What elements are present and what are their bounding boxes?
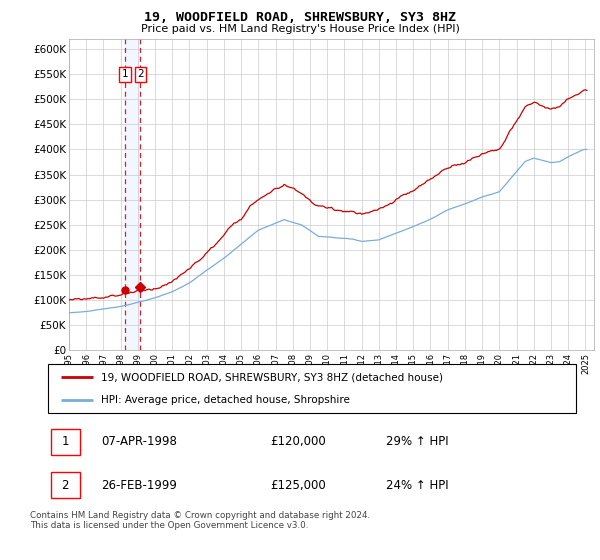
Text: 19, WOODFIELD ROAD, SHREWSBURY, SY3 8HZ: 19, WOODFIELD ROAD, SHREWSBURY, SY3 8HZ — [144, 11, 456, 24]
Text: 2: 2 — [61, 479, 69, 492]
Text: 2: 2 — [137, 69, 144, 80]
Text: 24% ↑ HPI: 24% ↑ HPI — [386, 479, 449, 492]
Text: Price paid vs. HM Land Registry's House Price Index (HPI): Price paid vs. HM Land Registry's House … — [140, 24, 460, 34]
Text: Contains HM Land Registry data © Crown copyright and database right 2024.
This d: Contains HM Land Registry data © Crown c… — [30, 511, 370, 530]
Text: 1: 1 — [61, 435, 69, 448]
Text: 1: 1 — [122, 69, 128, 80]
Text: 19, WOODFIELD ROAD, SHREWSBURY, SY3 8HZ (detached house): 19, WOODFIELD ROAD, SHREWSBURY, SY3 8HZ … — [101, 372, 443, 382]
Bar — [125, 39, 140, 350]
Bar — [50, 429, 80, 455]
Text: HPI: Average price, detached house, Shropshire: HPI: Average price, detached house, Shro… — [101, 395, 350, 405]
Text: 29% ↑ HPI: 29% ↑ HPI — [386, 435, 449, 448]
Bar — [50, 472, 80, 498]
Text: 07-APR-1998: 07-APR-1998 — [101, 435, 176, 448]
Text: £125,000: £125,000 — [270, 479, 326, 492]
Text: £120,000: £120,000 — [270, 435, 326, 448]
Text: 26-FEB-1999: 26-FEB-1999 — [101, 479, 176, 492]
